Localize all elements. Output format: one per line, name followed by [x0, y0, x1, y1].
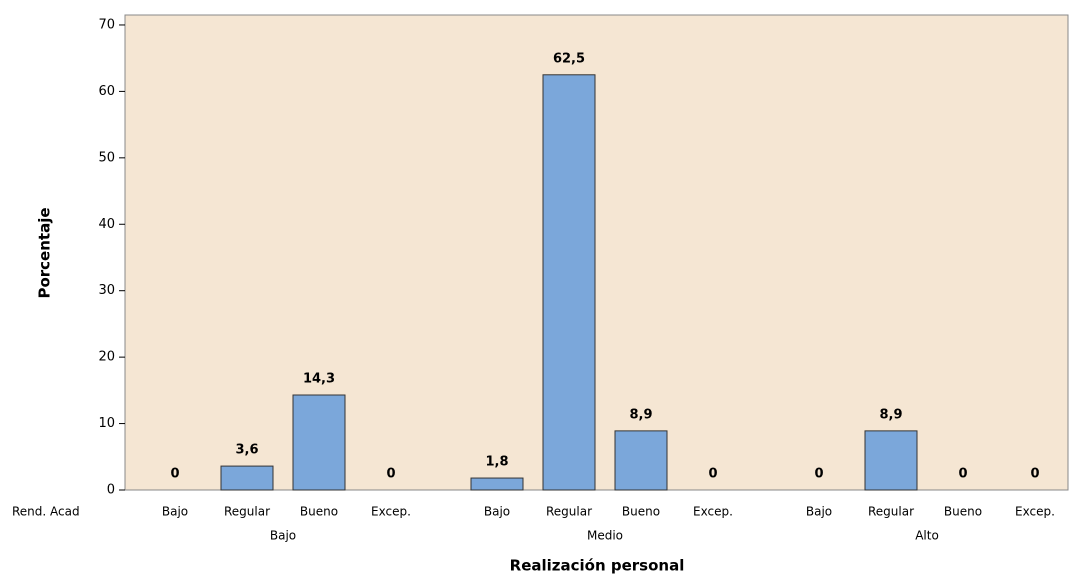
value-label: 0 [386, 467, 395, 482]
plot-area [124, 14, 1069, 491]
bar [542, 74, 596, 491]
y-tick-label: 10 [98, 416, 115, 431]
x-tick-label: Bueno [300, 505, 338, 519]
x-tick-label: Bajo [484, 505, 510, 519]
value-label: 1,8 [485, 455, 508, 470]
y-tick-label: 60 [98, 84, 115, 99]
value-label: 62,5 [553, 51, 585, 66]
y-tick-label: 70 [98, 17, 115, 32]
value-label: 0 [958, 467, 967, 482]
bar [220, 465, 274, 491]
bar [470, 477, 524, 491]
value-label: 8,9 [629, 407, 652, 422]
y-tick-label: 50 [98, 150, 115, 165]
x-axis-label: Realización personal [510, 557, 685, 575]
bar [292, 394, 346, 491]
value-label: 14,3 [303, 372, 335, 387]
x-tick-label: Regular [224, 505, 270, 519]
value-label: 0 [170, 467, 179, 482]
y-tick-label: 40 [98, 217, 115, 232]
group-label: Alto [915, 529, 939, 543]
bar [614, 430, 668, 491]
x-tick-label: Bueno [944, 505, 982, 519]
x-tick-label: Bajo [806, 505, 832, 519]
group-label: Bajo [270, 529, 296, 543]
bar [864, 430, 918, 491]
x-tick-label: Excep. [693, 505, 733, 519]
x-tick-label: Bueno [622, 505, 660, 519]
y-tick-label: 0 [107, 483, 115, 498]
x-tick-label: Regular [546, 505, 592, 519]
y-tick-label: 20 [98, 350, 115, 365]
value-label: 0 [1030, 467, 1039, 482]
y-axis-label: Porcentaje [36, 207, 54, 298]
value-label: 0 [708, 467, 717, 482]
x-tick-label: Bajo [162, 505, 188, 519]
x-tick-label: Regular [868, 505, 914, 519]
value-label: 3,6 [235, 443, 258, 458]
value-label: 0 [814, 467, 823, 482]
x-tick-label: Excep. [371, 505, 411, 519]
row-label: Rend. Acad [12, 505, 80, 519]
group-label: Medio [587, 529, 623, 543]
y-tick-label: 30 [98, 283, 115, 298]
x-tick-label: Excep. [1015, 505, 1055, 519]
value-label: 8,9 [879, 407, 902, 422]
